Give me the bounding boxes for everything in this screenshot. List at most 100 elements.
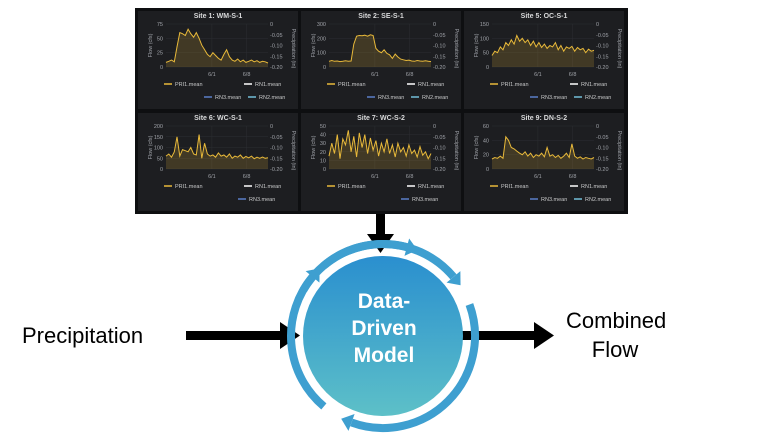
legend-entry: RN1.mean xyxy=(581,82,607,88)
right-axis-title: Precipitation (in) xyxy=(290,131,296,171)
right-tick-label: -0.05 xyxy=(433,33,446,39)
x-tick-label: 6/1 xyxy=(371,72,379,78)
legend-entry: PRI1.mean xyxy=(338,184,366,190)
left-tick-label: 75 xyxy=(157,22,163,28)
precipitation-label: Precipitation xyxy=(22,323,144,348)
flow-series-line xyxy=(328,130,432,160)
cycle-ring xyxy=(287,238,479,432)
left-tick-label: 50 xyxy=(483,51,489,57)
left-tick-label: 60 xyxy=(483,124,489,130)
legend-entry: RN2.mean xyxy=(585,197,611,203)
flow-series-line xyxy=(165,134,269,160)
left-tick-label: 20 xyxy=(483,153,489,159)
left-tick-label: 150 xyxy=(154,135,163,141)
combined-flow-label: Combined Flow xyxy=(566,308,667,362)
legend-entry: RN1.mean xyxy=(418,82,444,88)
output-arrow xyxy=(462,322,554,349)
left-tick-label: 0 xyxy=(486,167,489,173)
legend-entry: RN2.mean xyxy=(585,95,611,101)
panel-title: Site 7: WC-S-2 xyxy=(357,115,405,122)
left-tick-label: 50 xyxy=(157,36,163,42)
panel-title: Site 2: SE-S-1 xyxy=(358,13,404,20)
site-panel: Site 7: WC-S-2 50 40 30 20 10 0 0 -0.05 -0.10 -0.1… xyxy=(301,113,461,211)
cycle-ring-segment xyxy=(350,303,479,432)
left-tick-label: 40 xyxy=(320,133,326,139)
model-circle xyxy=(303,256,463,416)
cycle-ring-segment xyxy=(321,240,408,269)
left-axis-title: Flow (cfs) xyxy=(148,135,154,159)
legend-entry: RN3.mean xyxy=(249,197,275,203)
panel-chart: 60 40 20 0 0 -0.05 -0.10 -0.15 -0.20 Flow (cfs) Pr… xyxy=(474,124,622,203)
right-tick-label: 0 xyxy=(433,124,436,130)
flow-series-area xyxy=(166,134,268,169)
legend-entry: PRI1.mean xyxy=(175,184,203,190)
cycle-ring-arrowhead xyxy=(305,268,320,283)
right-tick-label: -0.20 xyxy=(270,167,283,173)
flow-series-line xyxy=(491,135,595,160)
panel-chart: 75 50 25 0 0 -0.05 -0.10 -0.15 -0.20 Flow (cfs) Pr… xyxy=(148,22,296,101)
right-tick-label: -0.05 xyxy=(433,135,446,141)
flow-series-area xyxy=(166,29,268,67)
right-tick-label: -0.05 xyxy=(270,135,283,141)
left-axis-title: Flow (cfs) xyxy=(311,33,317,57)
site-panel: Site 9: DN-S-2 60 40 20 0 0 -0.05 -0.10 -0.15 -0.… xyxy=(464,113,624,211)
panel-title: Site 1: WM-S-1 xyxy=(193,13,243,20)
right-axis-title: Precipitation (in) xyxy=(453,131,459,171)
panel-chart: 200 150 100 50 0 0 -0.05 -0.10 -0.15 -0.20 Flow (c… xyxy=(148,124,296,203)
left-tick-label: 30 xyxy=(320,141,326,147)
cycle-ring-arrowhead xyxy=(341,413,355,431)
left-tick-label: 20 xyxy=(320,150,326,156)
model-label-line-1: Data- xyxy=(357,290,411,313)
left-tick-label: 300 xyxy=(317,22,326,28)
right-axis-title: Precipitation (in) xyxy=(453,29,459,69)
panel-title: Site 9: DN-S-2 xyxy=(520,115,568,122)
panel-chart: 50 40 30 20 10 0 0 -0.05 -0.10 -0.15 -0.20 Flow (cf… xyxy=(311,124,459,203)
left-tick-label: 200 xyxy=(154,124,163,130)
legend-entry: RN1.mean xyxy=(418,184,444,190)
left-tick-label: 10 xyxy=(320,158,326,164)
right-tick-label: 0 xyxy=(596,124,599,130)
legend-entry: RN2.mean xyxy=(259,95,285,101)
x-tick-label: 6/8 xyxy=(243,72,251,78)
right-tick-label: 0 xyxy=(270,22,273,28)
x-tick-label: 6/1 xyxy=(371,174,379,180)
right-axis-title: Precipitation (in) xyxy=(616,29,622,69)
x-tick-label: 6/1 xyxy=(208,72,216,78)
legend-entry: RN1.mean xyxy=(255,82,281,88)
site-panel: Site 1: WM-S-1 75 50 25 0 0 -0.05 -0.10 -0.15 -0.… xyxy=(138,11,298,109)
cycle-ring-segment xyxy=(287,274,327,410)
left-tick-label: 25 xyxy=(157,51,163,57)
right-tick-label: 0 xyxy=(433,22,436,28)
right-tick-label: -0.10 xyxy=(433,44,446,50)
right-tick-label: -0.15 xyxy=(433,54,446,60)
right-tick-label: -0.15 xyxy=(596,54,609,60)
left-axis-title: Flow (cfs) xyxy=(474,135,480,159)
right-tick-label: -0.10 xyxy=(596,146,609,152)
site-panel: Site 5: OC-S-1 150 100 50 0 0 -0.05 -0.10 -0.15 -… xyxy=(464,11,624,109)
flow-series-line xyxy=(328,34,432,63)
model-label-line-2: Driven xyxy=(351,317,417,340)
legend-entry: RN3.mean xyxy=(541,95,567,101)
flow-series-line xyxy=(165,28,269,64)
panel-chart: 150 100 50 0 0 -0.05 -0.10 -0.15 -0.20 Flow (cfs)… xyxy=(474,22,622,101)
left-tick-label: 100 xyxy=(154,146,163,152)
flow-series-area xyxy=(492,35,594,67)
right-tick-label: -0.20 xyxy=(433,167,446,173)
right-tick-label: -0.15 xyxy=(270,54,283,60)
x-tick-label: 6/8 xyxy=(406,72,414,78)
right-tick-label: -0.20 xyxy=(270,65,283,71)
right-tick-label: -0.20 xyxy=(433,65,446,71)
left-tick-label: 0 xyxy=(486,65,489,71)
right-axis-title: Precipitation (in) xyxy=(290,29,296,69)
legend-entry: RN2.mean xyxy=(422,95,448,101)
panel-title: Site 5: OC-S-1 xyxy=(520,13,568,20)
monitoring-dashboard: Site 1: WM-S-1 75 50 25 0 0 -0.05 -0.10 -0.15 -0.… xyxy=(135,8,628,214)
x-tick-label: 6/1 xyxy=(534,174,542,180)
right-axis-title: Precipitation (in) xyxy=(616,131,622,171)
legend-entry: RN3.mean xyxy=(378,95,404,101)
left-tick-label: 40 xyxy=(483,138,489,144)
panel-chart: 300 200 100 0 0 -0.05 -0.10 -0.15 -0.20 Flow (cfs… xyxy=(311,22,459,101)
right-tick-label: 0 xyxy=(596,22,599,28)
x-tick-label: 6/1 xyxy=(534,72,542,78)
x-tick-label: 6/8 xyxy=(243,174,251,180)
